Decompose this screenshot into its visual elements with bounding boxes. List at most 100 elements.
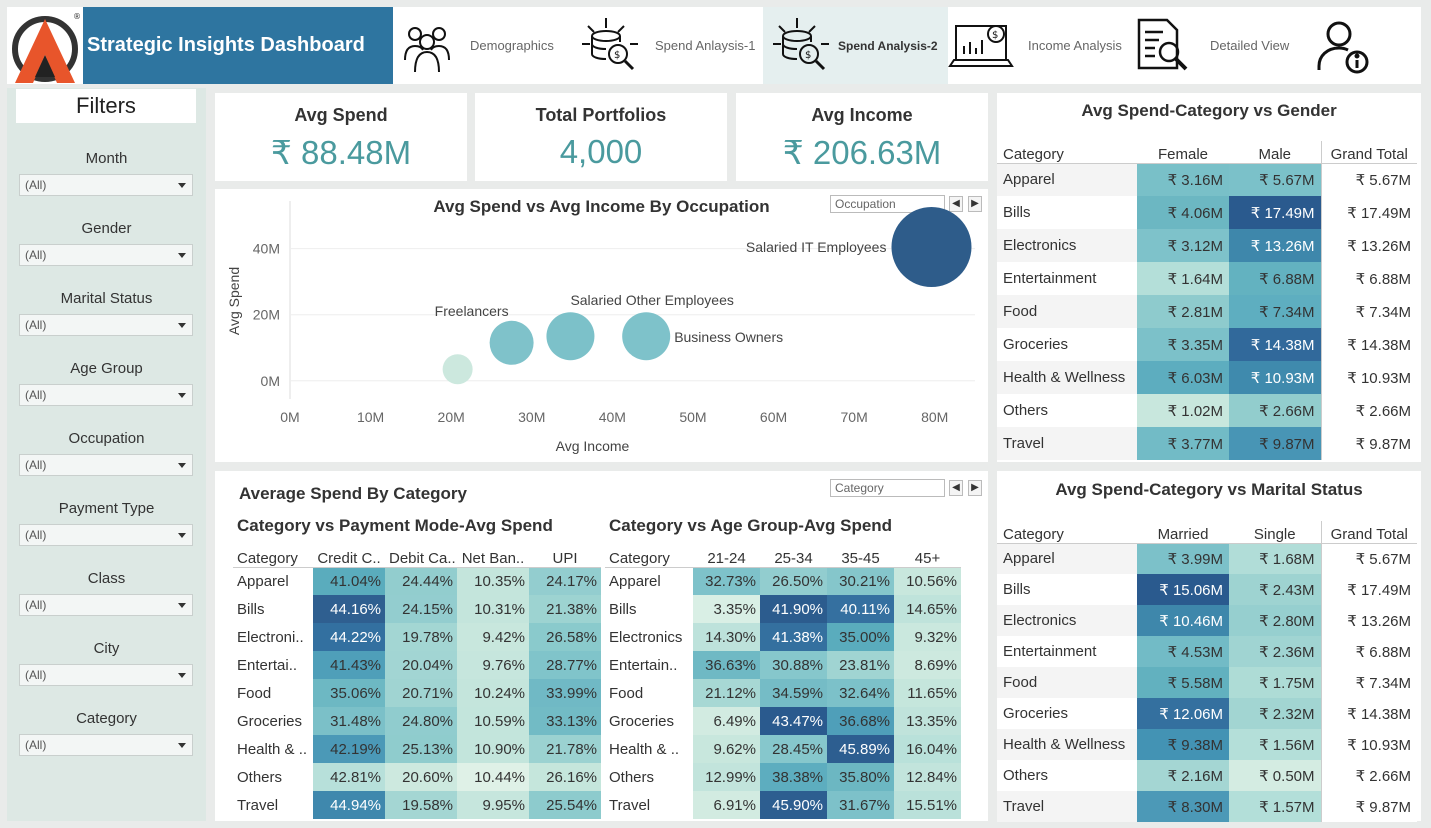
kpi-avg-income: Avg Income ₹ 206.63M [736,93,988,181]
column-header: 45+ [894,547,961,568]
table-row: Travel 44.94% 19.58% 9.95% 25.54% [233,791,601,819]
filter-dropdown[interactable]: (All) [19,524,193,546]
table-row: Others ₹ 2.16M ₹ 0.50M ₹ 2.66M [997,760,1417,791]
scatter-card: Avg Spend vs Avg Income By Occupation Oc… [215,189,988,462]
category-cell: Electronics [609,628,683,646]
tab-spend-analysis-1[interactable]: $ Spend Anlaysis-1 [578,7,763,84]
value-cell: 36.68% [827,707,894,735]
chevron-down-icon [178,743,186,748]
x-tick-label: 30M [518,409,545,425]
category-cell: Electroni.. [237,628,304,646]
filter-dropdown[interactable]: (All) [19,384,193,406]
category-cell: Apparel [1003,550,1055,568]
table-row: Electronics ₹ 3.12M ₹ 13.26M ₹ 13.26M [997,229,1417,262]
category-cell: Travel [609,796,651,814]
x-tick-label: 10M [357,409,384,425]
filter-value: (All) [25,738,47,752]
filter-dropdown[interactable]: (All) [19,244,193,266]
tab-label: Income Analysis [1028,38,1122,53]
value-cell: ₹ 4.53M [1137,636,1229,667]
value-cell: ₹ 2.66M [1229,394,1321,427]
value-cell: ₹ 9.87M [1229,427,1321,460]
dashboard-title: Strategic Insights Dashboard [83,7,393,84]
value-cell: ₹ 2.80M [1229,605,1321,636]
chevron-down-icon [178,673,186,678]
value-cell: 24.15% [385,595,457,623]
kpi-value: ₹ 206.63M [782,134,942,171]
category-cell: Electronics [1003,237,1077,254]
next-arrow-icon[interactable]: ▶ [968,196,982,212]
kpi-avg-spend: Avg Spend ₹ 88.48M [215,93,467,181]
table-row: Bills ₹ 4.06M ₹ 17.49M ₹ 17.49M [997,196,1417,229]
value-cell: ₹ 1.75M [1229,667,1321,698]
table-row: Groceries 6.49% 43.47% 36.68% 13.35% [605,707,961,735]
x-tick-label: 60M [760,409,787,425]
value-cell: ₹ 14.38M [1320,698,1417,729]
table-row: Food 35.06% 20.71% 10.24% 33.99% [233,679,601,707]
value-cell: 28.77% [529,651,601,679]
filter-value: (All) [25,528,47,542]
tab-detailed-view[interactable]: Detailed View [1133,7,1313,84]
kpi-value: ₹ 88.48M [270,134,412,171]
category-cell: Entertainment [1003,270,1097,287]
value-cell: 38.38% [760,763,827,791]
table-row: Health & Wellness ₹ 6.03M ₹ 10.93M ₹ 10.93M [997,361,1417,394]
age-heatmap-title: Category vs Age Group-Avg Spend [609,516,893,535]
coins-search-icon: $ [582,17,638,70]
category-cell: Groceries [237,712,303,730]
tab-spend-analysis-2[interactable]: $ Spend Analysis-2 [763,7,948,84]
value-cell: 26.58% [529,623,601,651]
filter-value: (All) [25,318,47,332]
value-cell: 10.24% [457,679,529,707]
value-cell: ₹ 13.26M [1229,229,1321,262]
value-cell: 32.64% [827,679,894,707]
occupation-selector[interactable]: Occupation [830,195,945,213]
y-axis-label: Avg Spend [226,267,242,335]
scatter-point [546,312,595,361]
kpi-title: Avg Spend [294,105,388,125]
filter-dropdown[interactable]: (All) [19,174,193,196]
x-tick-label: 40M [599,409,626,425]
prev-arrow-icon[interactable]: ◀ [949,196,963,212]
value-cell: 25.54% [529,791,601,819]
value-cell: 12.99% [693,763,760,791]
value-cell: 45.89% [827,735,894,763]
value-cell: ₹ 1.02M [1137,394,1229,427]
value-cell: ₹ 5.58M [1137,667,1229,698]
filter-dropdown[interactable]: (All) [19,664,193,686]
table-row: Food ₹ 2.81M ₹ 7.34M ₹ 7.34M [997,295,1417,328]
tab-label: Demographics [470,38,554,53]
table-row: Others 12.99% 38.38% 35.80% 12.84% [605,763,961,791]
gender-table-card: Avg Spend-Category vs Gender Category Fem… [997,93,1421,462]
table-row: Electronics 14.30% 41.38% 35.00% 9.32% [605,623,961,651]
filter-dropdown[interactable]: (All) [19,314,193,336]
chevron-down-icon [178,323,186,328]
x-tick-label: 0M [280,409,299,425]
next-arrow-icon[interactable]: ▶ [968,480,982,496]
user-info-button[interactable] [1313,7,1383,84]
category-cell: Apparel [609,572,661,590]
value-cell: ₹ 8.30M [1137,791,1229,822]
column-header: Female [1137,141,1229,164]
tab-demographics[interactable]: Demographics [393,7,563,84]
filter-label: Month [85,150,128,167]
filter-value: (All) [25,598,47,612]
tab-income-analysis[interactable]: $ Income Analysis [948,7,1133,84]
value-cell: ₹ 1.64M [1137,262,1229,295]
category-cell: Apparel [237,572,289,590]
category-selector[interactable]: Category [830,479,945,497]
filter-dropdown[interactable]: (All) [19,454,193,476]
svg-text:$: $ [614,50,620,61]
filter-value: (All) [25,248,47,262]
filter-dropdown[interactable]: (All) [19,734,193,756]
coins-search-icon: $ [773,17,829,70]
value-cell: ₹ 17.49M [1320,574,1417,605]
value-cell: 35.00% [827,623,894,651]
gender-heatmap: Category Female Male Grand Total Apparel ₹ 3.… [997,141,1417,460]
value-cell: 19.58% [385,791,457,819]
category-cell: Health & .. [609,740,680,758]
payment-heatmap-title: Category vs Payment Mode-Avg Spend [237,516,553,535]
filter-dropdown[interactable]: (All) [19,594,193,616]
tab-label: Spend Analysis-2 [838,38,938,53]
prev-arrow-icon[interactable]: ◀ [949,480,963,496]
